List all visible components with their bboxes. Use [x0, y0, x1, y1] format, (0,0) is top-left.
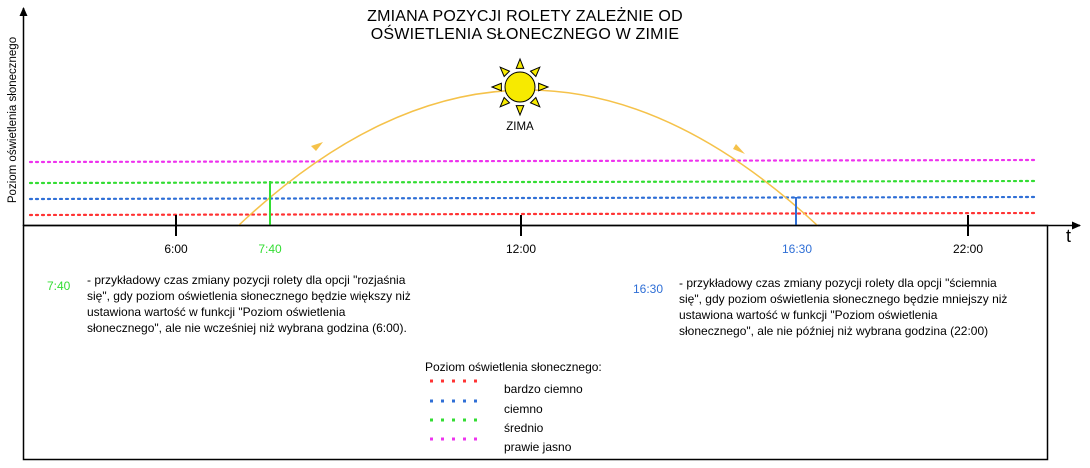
legend-swatch-prawie-jasno [430, 437, 482, 441]
legend-label-prawie-jasno: prawie jasno [504, 440, 572, 454]
tick-label-7-40: 7:40 [258, 242, 282, 256]
legend-label-ciemno: ciemno [504, 402, 543, 416]
legend-item-ciemno: ciemno [428, 399, 628, 419]
tick-label-6-00: 6:00 [164, 242, 188, 256]
sun-ray [515, 105, 525, 117]
sun-disc [504, 71, 536, 103]
legend-title: Poziom oświetlenia słonecznego: [425, 360, 602, 374]
open-note-line: słonecznego", ale nie wcześniej niż wybr… [87, 321, 407, 335]
sun-ray [490, 82, 502, 92]
legend-swatch-ciemno [430, 399, 482, 403]
sun-path-arrow-left [311, 142, 323, 151]
open-note-text: - przykładowy czas zmiany pozycji rolety… [87, 272, 411, 336]
sun-label: ZIMA [506, 121, 534, 133]
sun-path-arc [237, 89, 819, 227]
close-note-line: słonecznego", ale nie później niż wybran… [679, 324, 989, 338]
close-note-line: - przykładowy czas zmiany pozycji rolety… [679, 276, 997, 290]
title-line-1: ZMIANA POZYCJI ROLETY ZALEŻNIE OD [367, 8, 683, 25]
legend-item-bardzo-ciemno: bardzo ciemno [428, 379, 628, 399]
legend-label-bardzo-ciemno: bardzo ciemno [504, 382, 583, 396]
level-line-srednio [28, 179, 1037, 185]
sun-icon [490, 57, 550, 117]
sun-ray [529, 96, 541, 108]
sun-ray [515, 57, 525, 69]
sun-path-arrow-right [733, 144, 745, 154]
legend-label-srednio: średnio [504, 421, 544, 435]
legend-item-srednio: średnio [428, 418, 628, 438]
sun-rays [490, 57, 550, 117]
legend-swatch-srednio [430, 418, 482, 422]
x-axis-label: t [1066, 226, 1072, 246]
level-line-prawie-jasno [28, 158, 1037, 164]
close-note-time: 16:30 [633, 282, 664, 296]
close-note-line: ustawiona wartość w funkcji "Poziom oświ… [679, 308, 938, 322]
sun-ray [499, 96, 511, 108]
open-note-line: ustawiona wartość w funkcji "Poziom oświ… [87, 305, 346, 319]
sun-ray [529, 66, 541, 78]
sun-ray [538, 82, 550, 92]
level-line-bardzo-ciemno [28, 211, 1037, 217]
close-note-line: się", gdy poziom oświetlenia słonecznego… [679, 292, 1008, 306]
title-line-2: OŚWIETLENIA SŁONECZNEGO W ZIMIE [370, 26, 680, 43]
tick-label-16-30: 16:30 [781, 242, 813, 256]
legend-item-prawie-jasno: prawie jasno [428, 437, 628, 457]
open-note-time: 7:40 [47, 279, 71, 293]
open-note-line: - przykładowy czas zmiany pozycji rolety… [87, 273, 406, 287]
legend-swatch-bardzo-ciemno [430, 379, 482, 383]
tick-label-12-00: 12:00 [505, 242, 537, 256]
level-line-ciemno [28, 195, 1037, 201]
close-note-text: - przykładowy czas zmiany pozycji rolety… [679, 275, 1007, 339]
open-note-line: się", gdy poziom oświetlenia słonecznego… [87, 289, 411, 303]
y-axis-label: Poziom oświetlenia słonecznego [7, 36, 19, 204]
tick-label-22-00: 22:00 [952, 242, 984, 256]
sun-ray [499, 66, 511, 78]
